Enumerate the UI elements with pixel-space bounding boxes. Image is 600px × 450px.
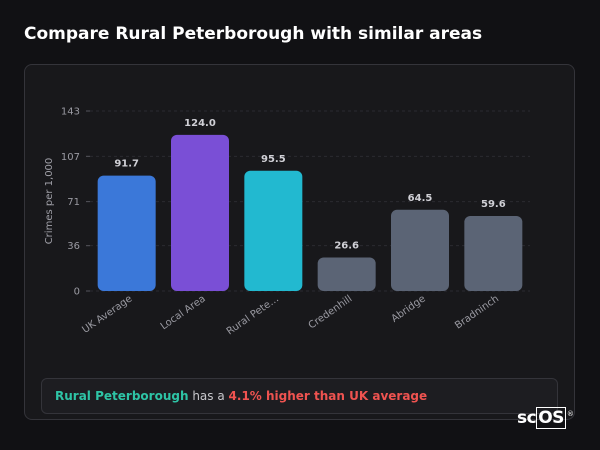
x-tick-label: Bradninch	[453, 293, 501, 331]
value-label: 59.6	[481, 199, 506, 210]
value-label: 64.5	[408, 193, 433, 204]
y-tick-label: 36	[67, 241, 80, 252]
summary: Rural Peterborough has a 4.1% higher tha…	[41, 378, 558, 414]
x-tick-label: UK Average	[80, 293, 134, 335]
x-tick-label: Abridge	[390, 293, 428, 324]
bar	[171, 134, 229, 291]
x-tick-label: Local Area	[159, 293, 208, 332]
x-tick-label: Rural Pete…	[225, 293, 281, 337]
y-tick-label: 107	[61, 152, 80, 163]
y-tick-label: 143	[61, 107, 80, 118]
page-title: Compare Rural Peterborough with similar …	[24, 24, 483, 44]
x-tick-label: Credenhill	[307, 293, 355, 331]
value-label: 26.6	[334, 241, 359, 252]
area-name: Rural Peterborough	[55, 389, 189, 403]
highlight: 4.1% higher than UK average	[228, 389, 428, 403]
bar	[97, 175, 156, 291]
value-label: 91.7	[114, 159, 139, 170]
value-label: 124.0	[184, 118, 216, 129]
y-tick-label: 71	[67, 197, 80, 208]
y-tick-label: 0	[74, 287, 80, 298]
bar	[244, 170, 303, 291]
y-axis-label: Crimes per 1,000	[44, 158, 55, 245]
bar	[464, 215, 523, 291]
logo-box: OS	[536, 407, 566, 429]
summary-text: has a	[192, 389, 225, 403]
logo-prefix: sc	[517, 408, 537, 428]
bar	[391, 209, 449, 291]
value-label: 95.5	[261, 154, 286, 165]
logo: sc OS ®	[517, 407, 574, 429]
logo-mark: ®	[566, 410, 574, 419]
bar	[317, 257, 376, 291]
